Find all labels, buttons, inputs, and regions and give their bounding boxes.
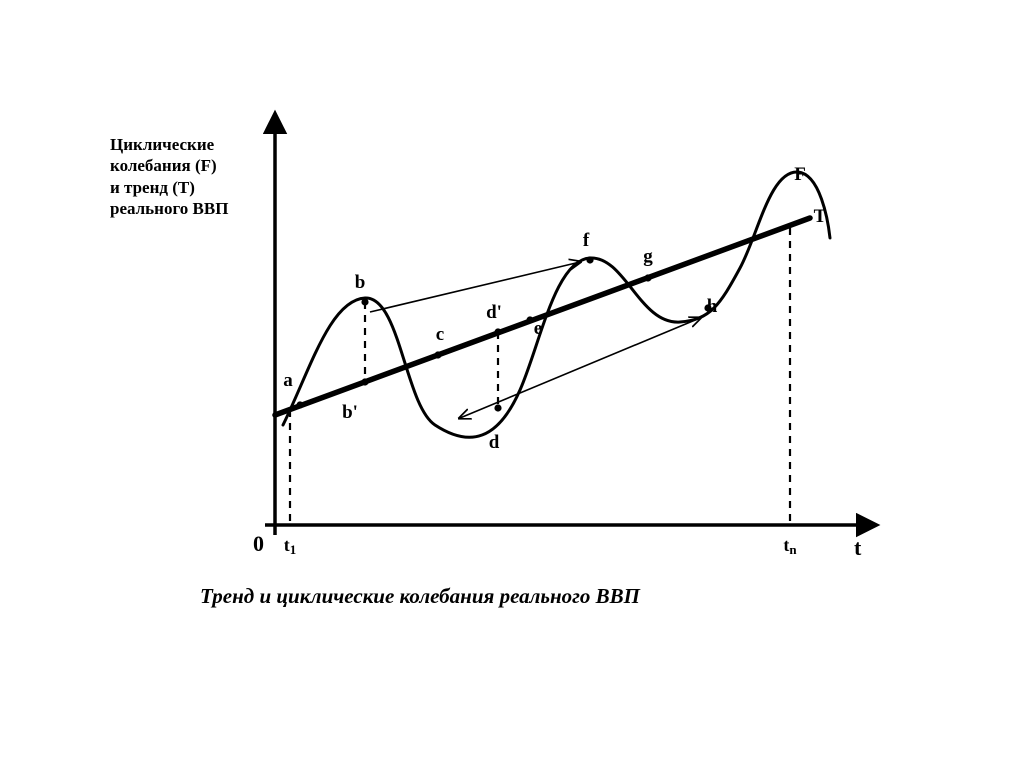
- y-axis-title: Циклическиеколебания (F)и тренд (T)реаль…: [110, 134, 280, 219]
- origin-label: 0: [253, 531, 264, 556]
- point-label: h: [707, 296, 718, 317]
- point-dot: [434, 351, 441, 358]
- guide-arrow: [370, 262, 580, 312]
- point-label: d: [489, 432, 500, 453]
- x-ticks-group: t1 tn: [284, 535, 798, 557]
- x-axis-label: t: [854, 535, 862, 560]
- point-dot: [361, 298, 368, 305]
- figure-caption: Тренд и циклические колебания реального …: [200, 584, 640, 609]
- y-axis-title-line: колебания (F): [110, 155, 280, 176]
- y-axis-title-line: Циклические: [110, 134, 280, 155]
- point-label: e: [534, 318, 542, 339]
- point-dot: [586, 256, 593, 263]
- point-dot: [644, 274, 651, 281]
- y-axis-title-line: и тренд (T): [110, 177, 280, 198]
- figure-stage: Циклическиеколебания (F)и тренд (T)реаль…: [0, 0, 1024, 768]
- x-tick-label: tn: [783, 535, 797, 557]
- x-tick-label: t1: [284, 535, 297, 557]
- point-label: b': [342, 402, 358, 423]
- trend-line: [275, 218, 810, 415]
- point-label: d': [486, 302, 502, 323]
- point-label: b: [355, 272, 366, 293]
- point-dot: [494, 328, 501, 335]
- plot-svg: 0 t a b b' c d d' e f g h TF t1 tn: [0, 0, 1024, 768]
- point-dot: [494, 404, 501, 411]
- point-label: F: [794, 164, 806, 185]
- point-label: T: [814, 206, 827, 227]
- point-dot: [526, 316, 533, 323]
- point-label: g: [643, 246, 653, 267]
- point-dot: [296, 401, 303, 408]
- point-label: f: [583, 230, 590, 251]
- trend-line-group: [275, 218, 810, 415]
- y-axis-title-line: реального ВВП: [110, 198, 280, 219]
- thin-arrows-group: [370, 262, 700, 418]
- point-label: a: [283, 370, 293, 391]
- point-dot: [361, 378, 368, 385]
- point-label: c: [436, 324, 444, 345]
